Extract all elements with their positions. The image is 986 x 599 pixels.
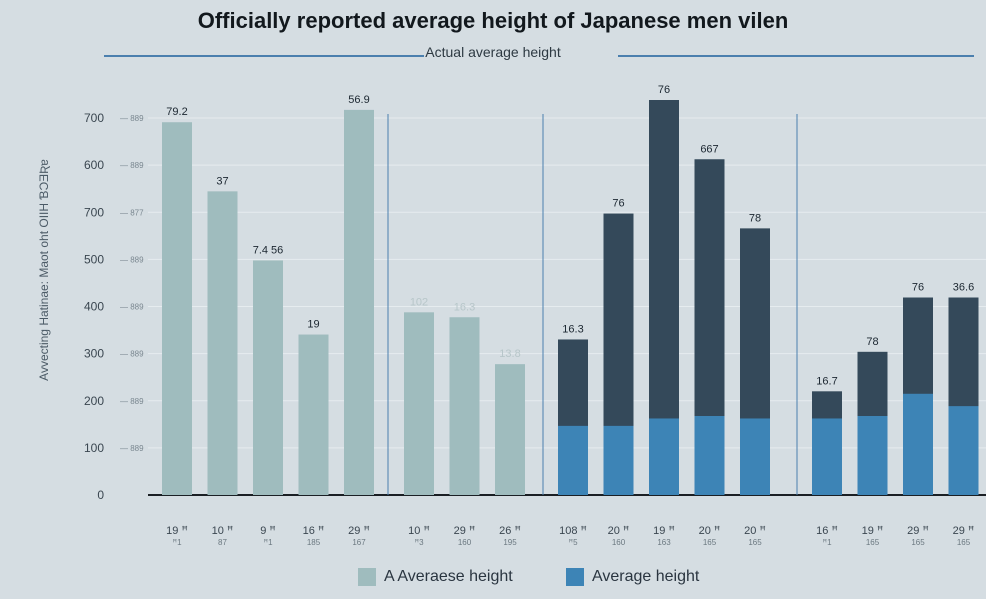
data-label: 36.6 (953, 282, 974, 294)
y-tick-sublabel: — 889 (120, 444, 144, 453)
y-tick-sublabel: — 877 (120, 208, 144, 217)
x-tick-sublabel: ꟸ1 (172, 538, 182, 547)
data-label: 78 (866, 336, 878, 348)
legend-label-blue: Average height (592, 568, 700, 585)
x-tick-sublabel: 163 (657, 538, 671, 547)
y-tick-label: 300 (84, 347, 104, 361)
x-tick-sublabel: ꟸ3 (414, 538, 424, 547)
legend-item-light: A Averaese height (358, 566, 513, 588)
x-tick-label: 29 ꟸ (348, 525, 370, 537)
bar-segment-blue (649, 418, 679, 495)
y-tick-sublabel: — 889 (120, 303, 144, 312)
bar-segment-blue (694, 416, 725, 495)
bar-segment-blue (812, 418, 842, 495)
y-tick-label: 600 (84, 158, 104, 172)
legend-swatch-light (358, 568, 376, 586)
subtitle-rule-right (618, 55, 974, 57)
x-tick-label: 20 ꟸ (608, 525, 630, 537)
data-label: 56.9 (348, 94, 369, 106)
y-tick-label: 500 (84, 252, 104, 266)
x-tick-sublabel: 160 (458, 538, 472, 547)
x-tick-label: 19 ꟸ (862, 525, 884, 537)
bar-segment-blue (948, 406, 979, 495)
data-label: 78 (749, 212, 761, 224)
x-tick-label: 9 ꟸ (260, 525, 276, 537)
x-tick-sublabel: 160 (612, 538, 626, 547)
bar-segment-blue (558, 425, 588, 495)
x-tick-sublabel: 165 (957, 538, 971, 547)
x-tick-sublabel: 167 (352, 538, 366, 547)
bar-segment-blue (740, 418, 770, 495)
data-label: 16.3 (562, 323, 583, 335)
x-tick-sublabel: 87 (218, 538, 227, 547)
subtitle-rule-left (104, 55, 424, 57)
y-tick-label: 100 (84, 441, 104, 455)
y-tick-sublabel: — 889 (120, 114, 144, 123)
y-tick-label: 700 (84, 111, 104, 125)
x-tick-sublabel: ꟸ1 (822, 538, 832, 547)
bar (207, 191, 238, 495)
x-tick-label: 29 ꟸ (454, 525, 476, 537)
y-tick-label: 700 (84, 205, 104, 219)
chart-title: Officially reported average height of Ja… (197, 8, 789, 33)
x-tick-label: 19 ꟸ (166, 525, 188, 537)
x-tick-label: 16 ꟸ (303, 525, 325, 537)
x-tick-label: 20 ꟸ (744, 525, 766, 537)
legend-label-light: A Averaese height (384, 568, 513, 585)
data-label: 16.7 (816, 375, 837, 387)
data-label: 7.4 56 (253, 244, 284, 256)
x-tick-sublabel: 165 (911, 538, 925, 547)
y-axis-label: Avvecting Hatinae: Maot oht OIIH ƁƆƎƦɐ (37, 159, 51, 381)
bar-segment-blue (857, 416, 888, 495)
data-label: 79.2 (166, 106, 187, 118)
data-label: 76 (912, 282, 924, 294)
x-tick-sublabel: 195 (503, 538, 517, 547)
y-tick-label: 0 (97, 488, 104, 502)
bar (449, 317, 480, 495)
data-label: 76 (612, 198, 624, 210)
bar (298, 334, 329, 495)
data-label: 37 (216, 175, 228, 187)
x-tick-sublabel: ꟸ5 (568, 538, 578, 547)
y-tick-sublabel: — 889 (120, 255, 144, 264)
x-tick-label: 10 ꟸ (408, 525, 430, 537)
bar-segment-blue (903, 393, 933, 495)
y-tick-sublabel: — 889 (120, 161, 144, 170)
data-label: 76 (658, 84, 670, 96)
chart-subtitle: Actual average height (425, 44, 561, 60)
y-tick-sublabel: — 889 (120, 397, 144, 406)
y-tick-label: 200 (84, 394, 104, 408)
x-tick-label: 16 ꟸ (816, 525, 838, 537)
bar (495, 364, 525, 495)
x-tick-sublabel: 165 (866, 538, 880, 547)
x-tick-label: 108 ꟸ (559, 525, 587, 537)
bar-segment-blue (603, 425, 634, 495)
legend-swatch-blue (566, 568, 584, 586)
x-tick-label: 19 ꟸ (653, 525, 675, 537)
x-tick-sublabel: 185 (307, 538, 321, 547)
y-tick-label: 400 (84, 300, 104, 314)
data-label: 102 (410, 296, 428, 308)
x-tick-label: 26 ꟸ (499, 525, 521, 537)
x-tick-sublabel: 165 (703, 538, 717, 547)
x-tick-label: 29 ꟸ (907, 525, 929, 537)
y-tick-sublabel: — 889 (120, 350, 144, 359)
x-tick-label: 20 ꟸ (699, 525, 721, 537)
x-tick-sublabel: 165 (748, 538, 762, 547)
bar (162, 122, 192, 495)
data-label: 13.8 (499, 348, 520, 360)
data-label: 19 (307, 319, 319, 331)
bar (253, 260, 283, 495)
bar (404, 312, 434, 495)
bar (344, 109, 374, 495)
data-label: 667 (700, 143, 718, 155)
legend-item-blue: Average height (566, 566, 699, 588)
x-tick-sublabel: ꟸ1 (263, 538, 273, 547)
data-label: 16.3 (454, 301, 475, 313)
x-tick-label: 10 ꟸ (212, 525, 234, 537)
x-tick-label: 29 ꟸ (953, 525, 975, 537)
